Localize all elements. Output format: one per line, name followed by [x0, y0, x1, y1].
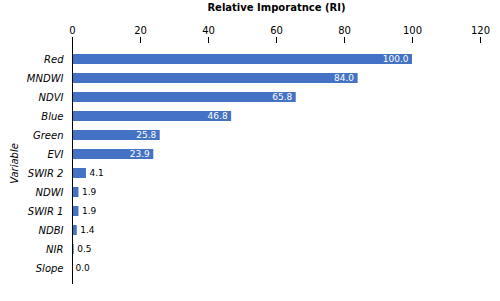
- svg-text:25.8: 25.8: [136, 130, 156, 140]
- svg-text:MNDWI: MNDWI: [27, 73, 64, 84]
- svg-text:0.5: 0.5: [77, 244, 91, 254]
- svg-text:100: 100: [403, 25, 422, 36]
- svg-text:1.9: 1.9: [82, 206, 97, 216]
- svg-text:1.4: 1.4: [80, 225, 95, 235]
- svg-text:NDVI: NDVI: [39, 92, 64, 103]
- svg-text:Green: Green: [33, 130, 64, 141]
- svg-text:0: 0: [69, 25, 75, 36]
- svg-text:1.9: 1.9: [82, 187, 97, 197]
- svg-text:40: 40: [202, 25, 215, 36]
- svg-text:NDBI: NDBI: [39, 225, 64, 236]
- svg-text:Blue: Blue: [41, 111, 63, 122]
- svg-text:46.8: 46.8: [208, 111, 228, 121]
- svg-text:20: 20: [134, 25, 147, 36]
- svg-text:Relative Imporatnce (RI): Relative Imporatnce (RI): [207, 2, 345, 13]
- svg-text:23.9: 23.9: [130, 149, 150, 159]
- svg-text:Variable: Variable: [9, 143, 20, 184]
- svg-text:NDWI: NDWI: [35, 187, 63, 198]
- svg-text:4.1: 4.1: [89, 168, 103, 178]
- svg-text:Red: Red: [44, 54, 64, 65]
- svg-text:NIR: NIR: [46, 244, 63, 255]
- svg-text:100.0: 100.0: [383, 54, 409, 64]
- svg-text:65.8: 65.8: [272, 92, 292, 102]
- svg-text:80: 80: [338, 25, 351, 36]
- svg-text:60: 60: [270, 25, 283, 36]
- svg-text:0.0: 0.0: [76, 263, 91, 273]
- svg-text:SWIR 2: SWIR 2: [28, 168, 64, 179]
- svg-text:EVI: EVI: [47, 149, 63, 160]
- svg-text:84.0: 84.0: [334, 73, 354, 83]
- svg-text:Slope: Slope: [36, 263, 64, 274]
- svg-text:120: 120: [471, 25, 490, 36]
- svg-text:SWIR 1: SWIR 1: [28, 206, 64, 217]
